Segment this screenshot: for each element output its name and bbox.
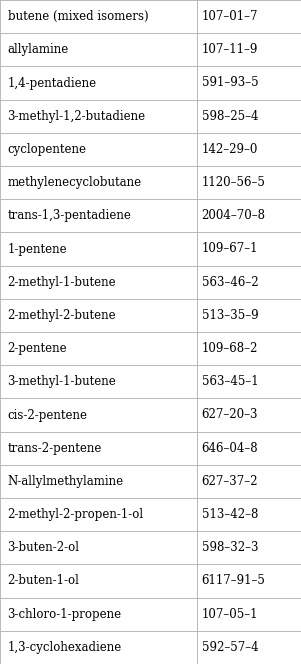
Text: 3-buten-2-ol: 3-buten-2-ol (8, 541, 79, 554)
Text: 1-pentene: 1-pentene (8, 242, 67, 256)
Text: 2-methyl-2-butene: 2-methyl-2-butene (8, 309, 116, 322)
Text: 2-buten-1-ol: 2-buten-1-ol (8, 574, 79, 588)
Text: 109–68–2: 109–68–2 (202, 342, 258, 355)
Text: 3-chloro-1-propene: 3-chloro-1-propene (8, 608, 122, 621)
Text: 1,4-pentadiene: 1,4-pentadiene (8, 76, 97, 90)
Text: trans-1,3-pentadiene: trans-1,3-pentadiene (8, 209, 132, 222)
Text: trans-2-pentene: trans-2-pentene (8, 442, 102, 455)
Text: 142–29–0: 142–29–0 (202, 143, 258, 156)
Text: 598–25–4: 598–25–4 (202, 110, 258, 123)
Text: allylamine: allylamine (8, 43, 69, 56)
Text: methylenecyclobutane: methylenecyclobutane (8, 176, 142, 189)
Text: butene (mixed isomers): butene (mixed isomers) (8, 10, 148, 23)
Text: 591–93–5: 591–93–5 (202, 76, 258, 90)
Text: 627–37–2: 627–37–2 (202, 475, 258, 488)
Text: 3-methyl-1,2-butadiene: 3-methyl-1,2-butadiene (8, 110, 146, 123)
Text: 6117–91–5: 6117–91–5 (202, 574, 265, 588)
Text: 563–45–1: 563–45–1 (202, 375, 258, 388)
Text: 2-methyl-2-propen-1-ol: 2-methyl-2-propen-1-ol (8, 508, 144, 521)
Text: 3-methyl-1-butene: 3-methyl-1-butene (8, 375, 116, 388)
Text: 627–20–3: 627–20–3 (202, 408, 258, 422)
Text: 513–35–9: 513–35–9 (202, 309, 258, 322)
Text: 513–42–8: 513–42–8 (202, 508, 258, 521)
Text: N-allylmethylamine: N-allylmethylamine (8, 475, 124, 488)
Text: 109–67–1: 109–67–1 (202, 242, 258, 256)
Text: 598–32–3: 598–32–3 (202, 541, 258, 554)
Text: 563–46–2: 563–46–2 (202, 276, 258, 289)
Text: 107–11–9: 107–11–9 (202, 43, 258, 56)
Text: cyclopentene: cyclopentene (8, 143, 86, 156)
Text: 2-methyl-1-butene: 2-methyl-1-butene (8, 276, 116, 289)
Text: 2004–70–8: 2004–70–8 (202, 209, 266, 222)
Text: 2-pentene: 2-pentene (8, 342, 67, 355)
Text: 592–57–4: 592–57–4 (202, 641, 258, 654)
Text: 107–01–7: 107–01–7 (202, 10, 258, 23)
Text: 107–05–1: 107–05–1 (202, 608, 258, 621)
Text: 1,3-cyclohexadiene: 1,3-cyclohexadiene (8, 641, 122, 654)
Text: 1120–56–5: 1120–56–5 (202, 176, 265, 189)
Text: 646–04–8: 646–04–8 (202, 442, 258, 455)
Text: cis-2-pentene: cis-2-pentene (8, 408, 88, 422)
